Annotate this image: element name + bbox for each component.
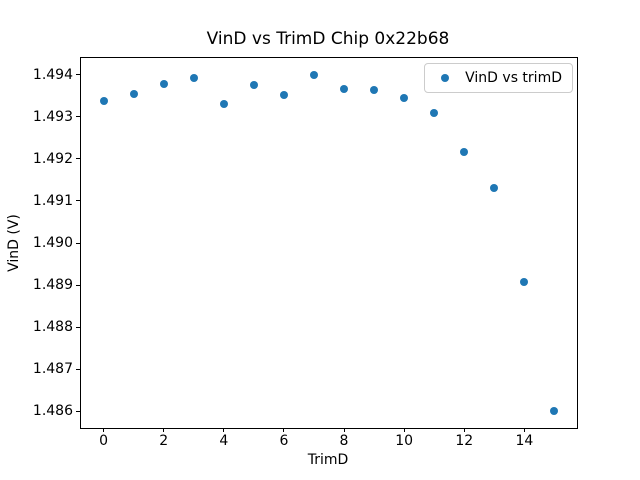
data-point	[219, 100, 228, 109]
x-tick-label: 0	[99, 433, 108, 449]
x-tick-label: 12	[455, 433, 474, 449]
data-point	[520, 277, 529, 286]
data-point	[279, 90, 288, 99]
data-point	[400, 94, 409, 103]
y-tick-label: 1.492	[32, 150, 73, 167]
x-tick-mark	[103, 428, 105, 432]
y-tick-mark	[76, 410, 80, 412]
data-point	[430, 109, 439, 118]
y-tick-mark	[76, 200, 80, 202]
y-tick-mark	[76, 242, 80, 244]
x-tick-mark	[283, 428, 285, 432]
y-tick-label: 1.486	[32, 403, 73, 420]
data-point	[490, 183, 499, 192]
data-point	[340, 84, 349, 93]
legend: VinD vs trimD	[424, 63, 573, 93]
x-tick-label: 8	[339, 433, 349, 449]
data-point	[550, 407, 559, 416]
x-tick-label: 4	[219, 433, 229, 449]
y-tick-mark	[76, 326, 80, 328]
y-axis-label: VinD (V)	[6, 214, 22, 272]
y-tick-label: 1.491	[32, 192, 73, 209]
y-tick-mark	[76, 116, 80, 118]
y-tick-label: 1.489	[32, 277, 73, 294]
x-tick-label: 10	[395, 433, 414, 449]
x-axis-label: TrimD	[307, 452, 349, 468]
y-tick-mark	[76, 74, 80, 76]
data-point	[129, 90, 138, 99]
data-point	[460, 148, 469, 157]
x-tick-label: 14	[515, 433, 534, 449]
y-tick-label: 1.487	[32, 361, 73, 378]
chart-title: VinD vs TrimD Chip 0x22b68	[206, 29, 450, 49]
x-tick-label: 6	[279, 433, 289, 449]
y-tick-mark	[76, 158, 80, 160]
y-tick-label: 1.494	[32, 66, 73, 83]
y-tick-mark	[76, 284, 80, 286]
data-point	[159, 79, 168, 88]
legend-marker-icon	[441, 74, 450, 82]
plot-area: VinD vs trimD 0 2 4 6 8 10 12 14 1.486 1.487 1.488…	[33, 57, 578, 448]
x-tick-mark	[223, 428, 225, 432]
x-tick-mark	[523, 428, 525, 432]
y-tick-label: 1.488	[32, 319, 73, 336]
data-point	[370, 86, 379, 95]
data-point	[309, 70, 318, 79]
x-tick-mark	[403, 428, 405, 432]
x-tick-mark	[343, 428, 345, 432]
legend-series-label: VinD vs trimD	[465, 70, 562, 86]
y-tick-label: 1.490	[32, 235, 73, 251]
y-tick-label: 1.493	[32, 108, 73, 125]
x-tick-mark	[163, 428, 165, 432]
data-point	[99, 96, 108, 105]
data-point	[189, 73, 198, 82]
x-tick-mark	[463, 428, 465, 432]
y-tick-mark	[76, 368, 80, 370]
x-tick-label: 2	[159, 433, 169, 449]
data-point	[249, 81, 258, 90]
